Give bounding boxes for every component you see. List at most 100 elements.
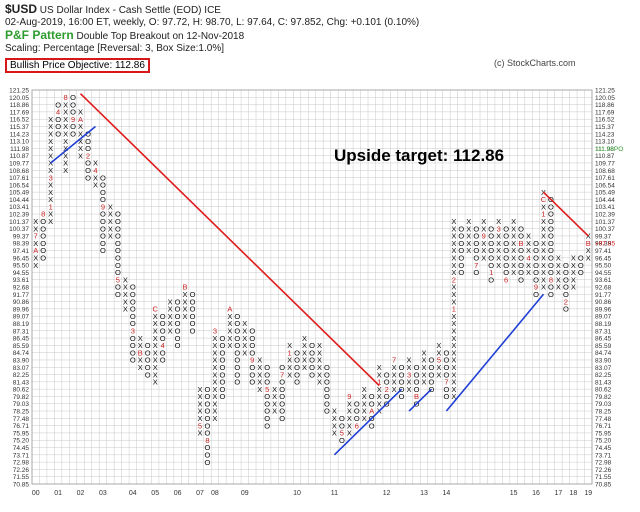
pf-o-box: O (100, 224, 106, 233)
pf-o-box: O (503, 246, 509, 255)
pf-x-box: X (451, 297, 456, 306)
y-tick-label-left: 75.95 (13, 430, 30, 437)
x-year-label: 16 (532, 490, 540, 497)
y-tick-label-right: 73.71 (595, 452, 612, 459)
x-year-label: 00 (32, 490, 40, 497)
pf-month-mark: 8 (205, 436, 209, 445)
pf-o-box: O (264, 407, 270, 416)
pf-o-box: O (205, 407, 211, 416)
pf-o-box: O (190, 305, 196, 314)
pf-month-mark: A (369, 407, 374, 416)
pf-o-box: O (324, 378, 330, 387)
pf-o-box: O (533, 254, 539, 263)
pf-o-box: O (548, 254, 554, 263)
pf-o-box: O (309, 363, 315, 372)
pf-o-box: O (205, 385, 211, 394)
pf-x-box: X (317, 348, 322, 357)
pf-o-box: O (488, 275, 494, 284)
pf-x-box: X (451, 239, 456, 248)
pf-o-box: O (100, 181, 106, 190)
pf-o-box: O (488, 261, 494, 270)
pf-x-box: X (108, 217, 113, 226)
y-tick-label-right: 87.31 (595, 328, 612, 335)
pf-o-box: O (85, 129, 91, 138)
y-tick-label-right: 105.49 (595, 190, 615, 197)
y-tick-label-left: 109.77 (9, 160, 29, 167)
pf-x-box: X (511, 232, 516, 241)
pf-o-box: O (234, 378, 240, 387)
pf-month-mark: 3 (497, 224, 501, 233)
pf-o-box: O (205, 399, 211, 408)
y-tick-label-right: 79.03 (595, 401, 612, 408)
pf-x-box: X (421, 370, 426, 379)
y-tick-label-left: 81.43 (13, 379, 30, 386)
pf-x-box: X (242, 341, 247, 350)
pf-x-box: X (496, 246, 501, 255)
y-tick-label-left: 76.71 (13, 423, 30, 430)
pf-column: OOOOOOOOOOO8OO (548, 195, 554, 299)
pf-x-box: X (78, 144, 83, 153)
y-tick-label-left: 82.25 (13, 372, 30, 379)
y-tick-label-right: 116.52 (595, 117, 615, 124)
pf-month-mark: 9 (534, 283, 538, 292)
pf-o-box: O (399, 392, 405, 401)
y-tick-label-right: 86.45 (595, 336, 612, 343)
pf-o-box: O (473, 268, 479, 277)
pf-o-box: O (115, 232, 121, 241)
pf-o-box: O (264, 392, 270, 401)
pf-o-box: O (533, 246, 539, 255)
y-tick-label-right: 94.55 (595, 270, 612, 277)
pf-o-box: O (205, 429, 211, 438)
pf-x-box: X (511, 217, 516, 226)
pf-o-box: O (339, 436, 345, 445)
pf-month-mark: 7 (280, 370, 284, 379)
pf-x-box: X (436, 363, 441, 372)
y-axis-right: 121.25120.05118.86117.69116.52115.37114.… (595, 88, 615, 489)
pf-x-box: X (48, 144, 53, 153)
pf-month-mark: A (33, 246, 38, 255)
pf-x-box: X (362, 407, 367, 416)
pf-o-box: O (309, 370, 315, 379)
pf-x-box: X (302, 348, 307, 357)
pf-o-box: O (279, 414, 285, 423)
pf-o-box: O (249, 378, 255, 387)
pf-o-box: O (190, 290, 196, 299)
pf-o-box: O (219, 363, 225, 372)
y-tick-label-right: 79.82 (595, 394, 612, 401)
pf-x-box: X (287, 370, 292, 379)
pf-x-box: X (511, 268, 516, 277)
pf-x-box: X (541, 202, 546, 211)
pf-o-box: O (458, 261, 464, 270)
pf-x-box: X (63, 151, 68, 160)
pf-o-box: O (458, 232, 464, 241)
y-tick-label-left: 72.98 (13, 460, 30, 467)
pf-o-box: O (100, 188, 106, 197)
pf-o-box: O (249, 334, 255, 343)
y-tick-label-right: 110.87 (595, 153, 615, 160)
pf-x-box: X (362, 385, 367, 394)
pf-o-box: O (40, 246, 46, 255)
pf-x-box: X (466, 246, 471, 255)
y-tick-label-right: 76.71 (595, 423, 612, 430)
pf-x-box: X (138, 341, 143, 350)
pf-month-mark: 1 (49, 202, 53, 211)
chart-header: $USD US Dollar Index - Cash Settle (EOD)… (5, 3, 565, 73)
pf-month-mark: 1 (452, 305, 456, 314)
pf-o-box: O (488, 254, 494, 263)
x-year-label: 02 (77, 490, 85, 497)
pf-x-box: X (377, 370, 382, 379)
x-year-label: 04 (129, 490, 137, 497)
pf-x-box: X (153, 341, 158, 350)
pf-column: OOAOO (369, 392, 375, 430)
pf-x-box: X (242, 348, 247, 357)
pf-x-box: X (108, 210, 113, 219)
pf-o-box: O (518, 254, 524, 263)
pf-x-box: X (48, 137, 53, 146)
y-tick-label-left: 96.45 (13, 255, 30, 262)
